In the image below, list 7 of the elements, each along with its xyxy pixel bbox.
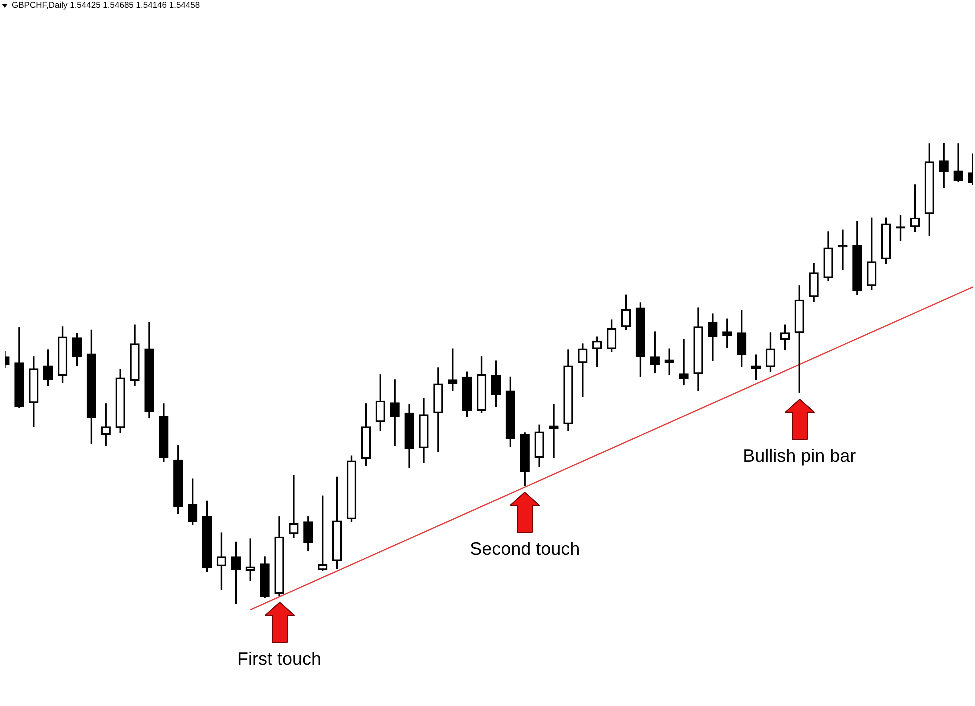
annotation: Second touch [470,538,580,559]
candlestick [838,230,848,270]
candlestick [679,340,689,386]
annotation: Bullish pin bar [743,446,856,466]
chart-title: GBPCHF,Daily 1.54425 1.54685 1.54146 1.54458 [12,0,200,11]
annotation: First touch [237,649,322,670]
candlestick [954,144,964,183]
